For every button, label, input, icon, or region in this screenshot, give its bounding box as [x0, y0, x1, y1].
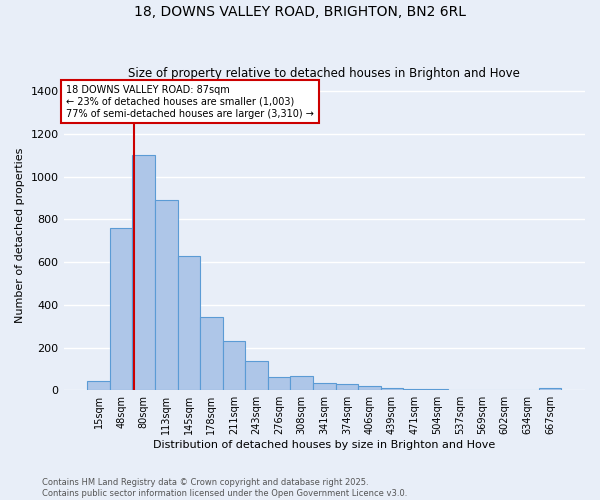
Bar	[133, 156, 155, 390]
Bar	[245, 362, 268, 390]
Bar	[290, 376, 313, 390]
Bar	[200, 316, 223, 390]
Bar	[313, 382, 335, 390]
Bar	[87, 380, 110, 390]
Title: Size of property relative to detached houses in Brighton and Hove: Size of property relative to detached ho…	[128, 66, 520, 80]
Bar	[358, 386, 381, 390]
Bar	[155, 200, 178, 390]
Bar	[268, 378, 290, 390]
Y-axis label: Number of detached properties: Number of detached properties	[15, 148, 25, 323]
Bar	[223, 341, 245, 390]
Bar	[403, 388, 426, 390]
Text: 18, DOWNS VALLEY ROAD, BRIGHTON, BN2 6RL: 18, DOWNS VALLEY ROAD, BRIGHTON, BN2 6RL	[134, 5, 466, 19]
Bar	[539, 388, 561, 390]
Text: Contains HM Land Registry data © Crown copyright and database right 2025.
Contai: Contains HM Land Registry data © Crown c…	[42, 478, 407, 498]
Bar	[110, 228, 133, 390]
Bar	[426, 389, 448, 390]
Bar	[335, 384, 358, 390]
Bar	[178, 256, 200, 390]
Bar	[381, 388, 403, 390]
X-axis label: Distribution of detached houses by size in Brighton and Hove: Distribution of detached houses by size …	[153, 440, 496, 450]
Text: 18 DOWNS VALLEY ROAD: 87sqm
← 23% of detached houses are smaller (1,003)
77% of : 18 DOWNS VALLEY ROAD: 87sqm ← 23% of det…	[66, 86, 314, 118]
